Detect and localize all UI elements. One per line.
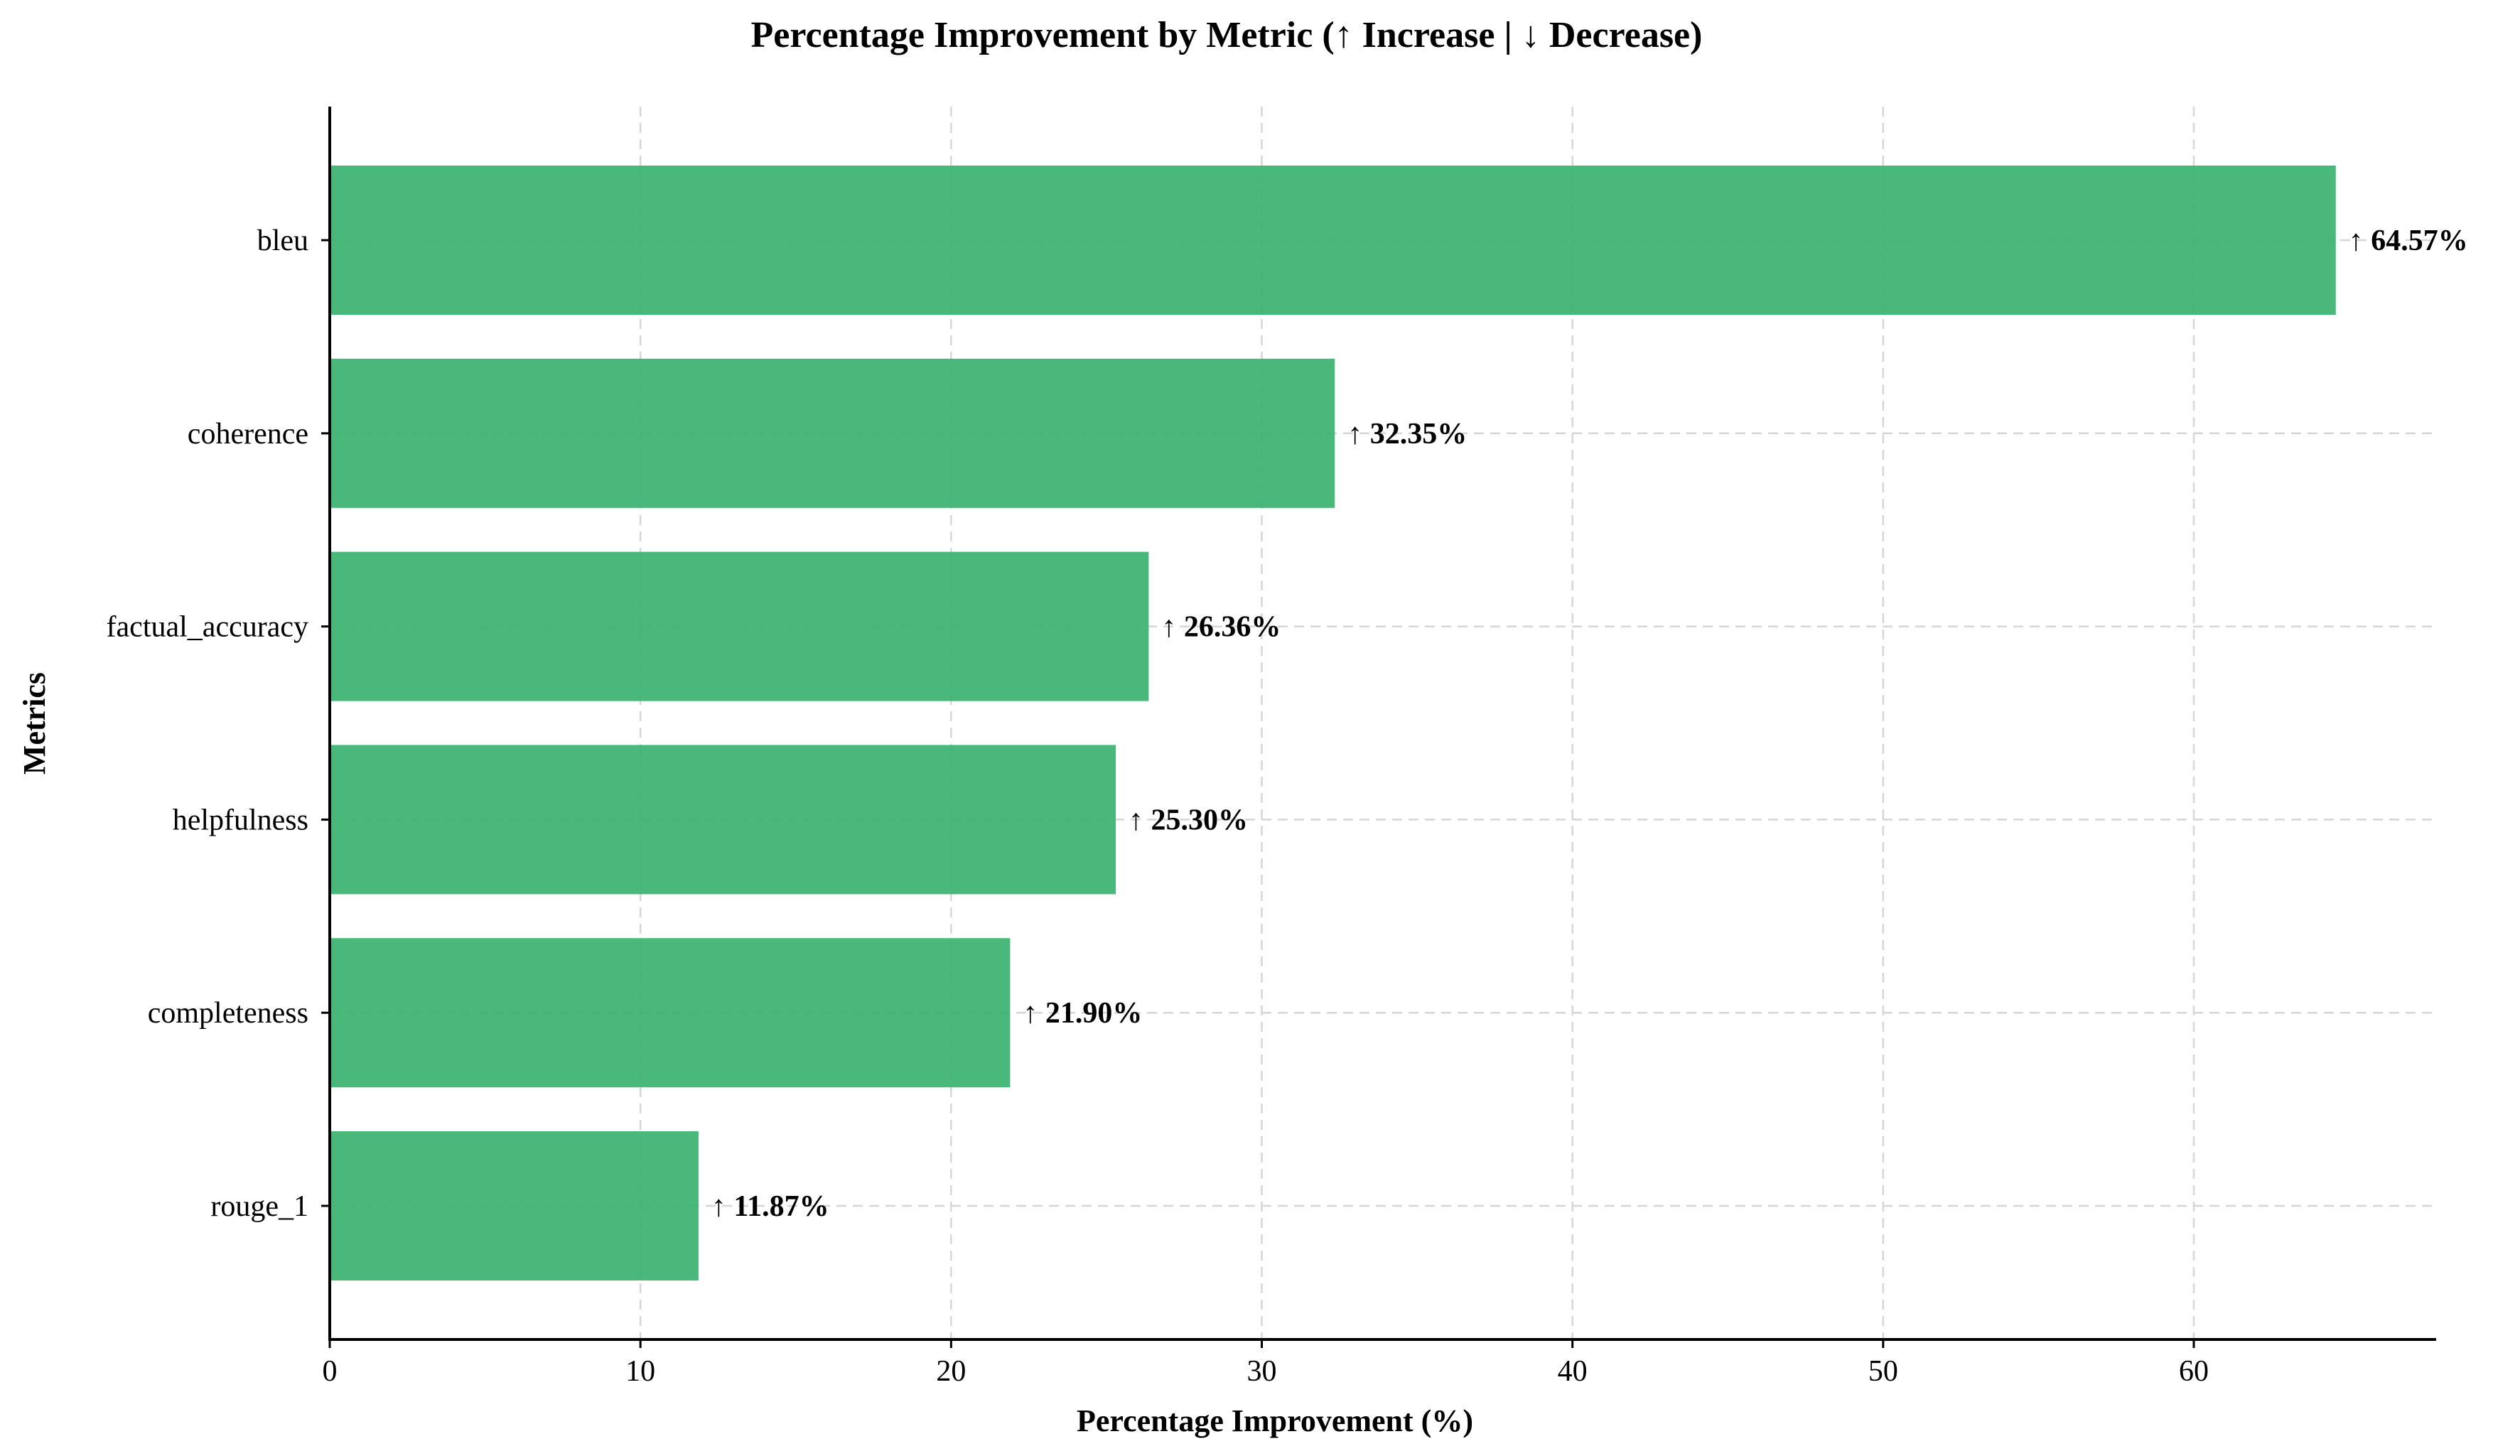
chart-title: Percentage Improvement by Metric (↑ Incr…: [751, 15, 1703, 55]
x-axis-label: Percentage Improvement (%): [1077, 1403, 1473, 1438]
x-axis-ticks: 0 10 20 30 40 50 60: [323, 1339, 2209, 1388]
y-tick-label-coherence: coherence: [188, 418, 308, 451]
x-tick-label: 10: [625, 1355, 655, 1388]
y-tick-label-factual-accuracy: factual_accuracy: [107, 611, 308, 644]
y-axis-label: Metrics: [17, 672, 52, 775]
bar-factual-accuracy: [330, 551, 1149, 701]
data-label-completeness: ↑ 21.90%: [1023, 997, 1142, 1030]
data-label-factual-accuracy: ↑ 26.36%: [1161, 611, 1281, 644]
x-tick-label: 20: [936, 1355, 966, 1388]
data-label-coherence: ↑ 32.35%: [1347, 418, 1467, 451]
y-tick-label-rouge-1: rouge_1: [210, 1190, 308, 1223]
x-tick-label: 50: [1868, 1355, 1898, 1388]
y-tick-label-completeness: completeness: [148, 997, 308, 1030]
bar-completeness: [330, 938, 1011, 1088]
y-axis-ticks: bleu coherence factual_accuracy helpfulness…: [107, 225, 330, 1223]
x-tick-label: 0: [323, 1355, 338, 1388]
x-tick-label: 30: [1247, 1355, 1277, 1388]
x-tick-label: 40: [1558, 1355, 1588, 1388]
data-label-rouge-1: ↑ 11.87%: [711, 1190, 829, 1223]
bar-helpfulness: [330, 745, 1116, 895]
data-labels: ↑ 64.57% ↑ 32.35% ↑ 26.36% ↑ 25.30% ↑ 21.90%…: [711, 225, 2468, 1223]
bar-bleu: [330, 166, 2336, 315]
data-label-helpfulness: ↑ 25.30%: [1129, 804, 1248, 836]
y-tick-label-bleu: bleu: [257, 225, 308, 257]
bars: [330, 166, 2336, 1280]
bar-coherence: [330, 358, 1335, 508]
bar-rouge-1: [330, 1131, 699, 1280]
y-tick-label-helpfulness: helpfulness: [173, 804, 308, 836]
x-tick-label: 60: [2179, 1355, 2209, 1388]
data-label-bleu: ↑ 64.57%: [2349, 225, 2468, 257]
